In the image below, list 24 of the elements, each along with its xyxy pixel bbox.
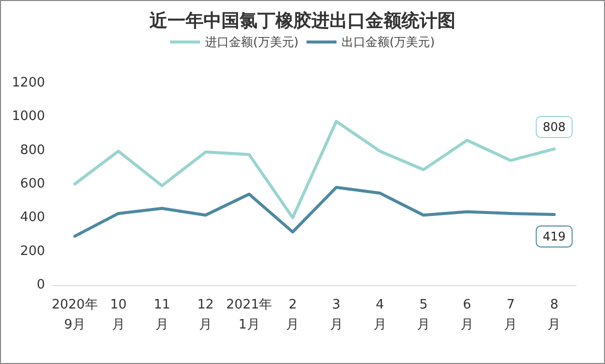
x-tick-label: 6 月 (460, 298, 474, 332)
y-tick-label: 1200 (12, 76, 45, 90)
y-tick-label: 600 (20, 176, 45, 192)
x-tick-label: 2021年 1月 (226, 298, 272, 332)
y-tick-label: 0 (36, 278, 45, 292)
y-tick-label: 400 (20, 210, 45, 226)
data-label: 808 (542, 120, 566, 134)
x-tick-label: 10 月 (110, 298, 127, 332)
data-label: 419 (542, 229, 566, 244)
x-tick-label: 3 月 (330, 298, 343, 332)
chart-title: 近一年中国氯丁橡胶进出口金额统计图 (148, 10, 456, 32)
x-tick-label: 7 月 (504, 298, 518, 332)
x-tick-label: 4 月 (373, 298, 386, 332)
x-tick-label: 8 月 (548, 298, 561, 332)
x-tick-label: 5 月 (416, 298, 430, 332)
legend-label: 进口金额(万美元) (205, 35, 299, 49)
y-tick-label: 1000 (12, 109, 45, 124)
x-tick-label: 11 月 (154, 298, 170, 332)
y-tick-label: 200 (20, 244, 45, 259)
x-tick-label: 2 月 (286, 298, 300, 332)
x-tick-label: 12 月 (197, 298, 214, 332)
x-tick-label: 2020年 9月 (52, 298, 98, 332)
y-tick-label: 800 (20, 142, 45, 158)
legend-label: 出口金额(万美元) (342, 35, 435, 49)
